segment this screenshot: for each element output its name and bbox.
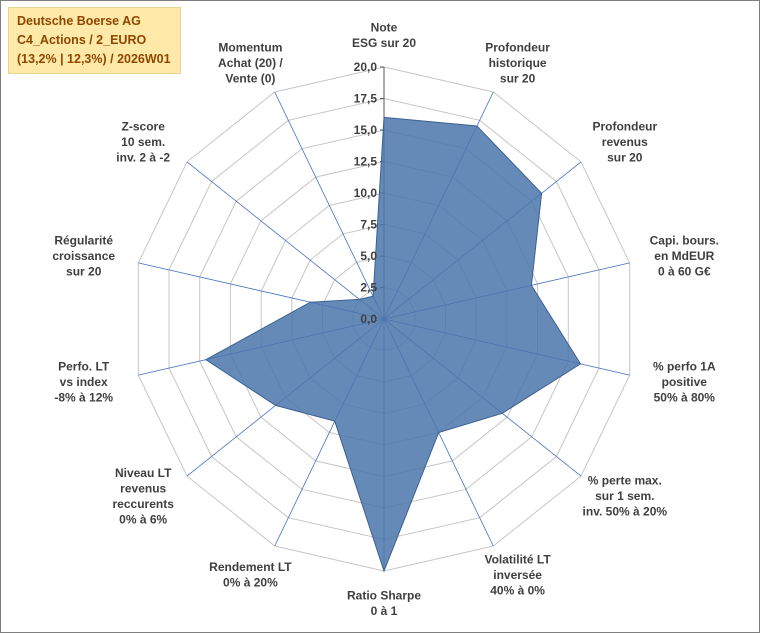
radial-tick-label: 10,0 (354, 186, 378, 200)
axis-label: Profondeur historique sur 20 (485, 41, 550, 86)
info-box-line-company: Deutsche Boerse AG (17, 14, 141, 28)
axis-label: Z-score 10 sem. inv. 2 à -2 (116, 119, 170, 164)
radial-tick-label: 0,0 (360, 312, 377, 326)
axis-label: % perfo 1A positive 50% à 80% (653, 360, 716, 405)
axis-label: % perte max. sur 1 sem. inv. 50% à 20% (583, 474, 668, 519)
axis-spoke (186, 161, 385, 320)
radial-tick-label: 7,5 (360, 218, 377, 232)
axis-label: Profondeur revenus sur 20 (592, 119, 657, 164)
data-polygon (204, 116, 582, 573)
radial-tick-label: 12,5 (354, 155, 378, 169)
info-box-line-period: (13,2% | 12,3%) / 2026W01 (17, 51, 171, 66)
radial-tick-label: 5,0 (360, 249, 377, 263)
radial-tick-label: 17,5 (354, 92, 378, 106)
radial-tick-label: 20,0 (354, 60, 378, 74)
radial-tick-label: 2,5 (360, 281, 377, 295)
axis-label: Niveau LT revenus reccurents 0% à 6% (113, 466, 175, 527)
axis-label: Ratio Sharpe 0 à 1 (347, 588, 421, 618)
axis-label: Régularité croissance sur 20 (52, 233, 115, 278)
axis-label: Capi. bours. en MdEUR 0 à 60 G€ (650, 233, 719, 278)
axis-label: Momentum Achat (20) / Vente (0) (218, 41, 283, 86)
axis-label: Rendement LT 0% à 20% (209, 560, 292, 590)
info-box: Deutsche Boerse AG C4_Actions / 2_EURO (… (8, 7, 181, 75)
info-box-line-category: C4_Actions / 2_EURO (17, 32, 147, 47)
axis-label: Perfo. LT vs index -8% à 12% (54, 360, 113, 405)
radial-tick-label: 15,0 (354, 123, 378, 137)
axis-spoke (274, 91, 385, 320)
axis-label: Note ESG sur 20 (352, 20, 416, 50)
axis-label: Volatilité LT inversée 40% à 0% (484, 552, 551, 597)
